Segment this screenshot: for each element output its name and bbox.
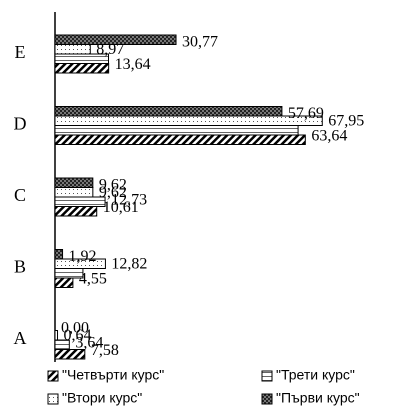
bar [54,349,86,360]
y-tick-label: D [14,114,27,134]
data-label: 0,64 [64,327,92,344]
legend-swatch [261,370,273,382]
legend-label: "Четвърти курс" [62,367,164,383]
bar [54,44,91,55]
data-label: 57,69 [288,105,324,122]
data-label: 67,95 [328,112,364,129]
data-label: 9,62 [99,176,127,193]
data-label: 1,92 [69,248,97,265]
legend-swatch [261,393,273,405]
bar [54,134,306,145]
bar [54,34,177,45]
legend-swatch [47,370,59,382]
bar [54,177,94,188]
bar [54,125,299,136]
bar [54,206,98,217]
bar [54,277,74,288]
data-label: 0,00 [61,319,89,336]
bar [54,106,283,117]
bar [54,115,323,126]
data-label: 12,73 [111,191,147,208]
bar [54,196,106,207]
y-tick-label: A [14,328,27,348]
data-label: 7,58 [91,342,119,359]
legend-label: "Първи курс" [276,390,360,406]
y-tick-label: C [14,185,26,205]
bar [54,330,59,341]
bar [54,187,94,198]
bar [54,249,64,260]
data-label: 3,64 [75,334,103,351]
bar [54,268,84,279]
data-label: 30,77 [182,33,218,50]
data-label: 13,64 [115,56,151,73]
legend-swatch [47,393,59,405]
data-label: 10,61 [103,199,139,216]
data-label: 8,97 [96,41,124,58]
bar [54,339,70,350]
legend-label: "Втори курс" [62,390,142,406]
y-tick-label: B [14,257,26,277]
data-label: 4,55 [79,270,107,287]
data-label: 12,82 [111,255,147,272]
data-label: 9,62 [99,184,127,201]
legend-label: "Трети курс" [276,367,355,383]
y-tick-label: E [15,42,26,62]
bar [54,258,106,269]
data-label: 63,64 [311,127,347,144]
bar [54,63,110,74]
